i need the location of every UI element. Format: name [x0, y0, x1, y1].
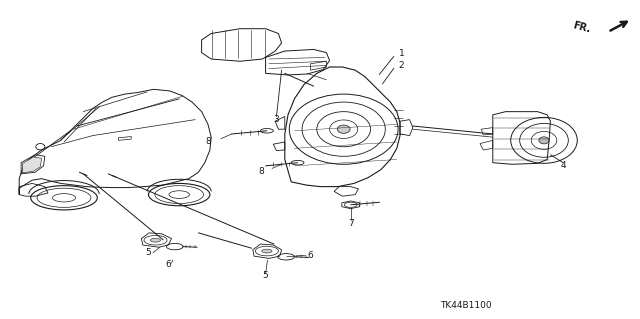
Ellipse shape [262, 249, 272, 253]
Text: 3: 3 [274, 115, 279, 124]
Text: 8: 8 [259, 167, 264, 176]
Ellipse shape [539, 137, 549, 144]
Text: 6: 6 [166, 260, 172, 269]
Text: TK44B1100: TK44B1100 [440, 301, 492, 310]
Text: 8: 8 [205, 137, 211, 146]
Polygon shape [22, 157, 42, 173]
Text: 7: 7 [348, 219, 353, 228]
Text: 6: 6 [307, 251, 313, 260]
Text: FR.: FR. [572, 20, 591, 34]
Text: 4: 4 [561, 161, 566, 170]
Ellipse shape [150, 238, 161, 242]
Text: 1: 1 [399, 49, 404, 58]
Text: 5: 5 [145, 248, 151, 257]
Text: 2: 2 [399, 61, 404, 70]
Ellipse shape [337, 125, 350, 133]
Text: 5: 5 [263, 271, 268, 280]
